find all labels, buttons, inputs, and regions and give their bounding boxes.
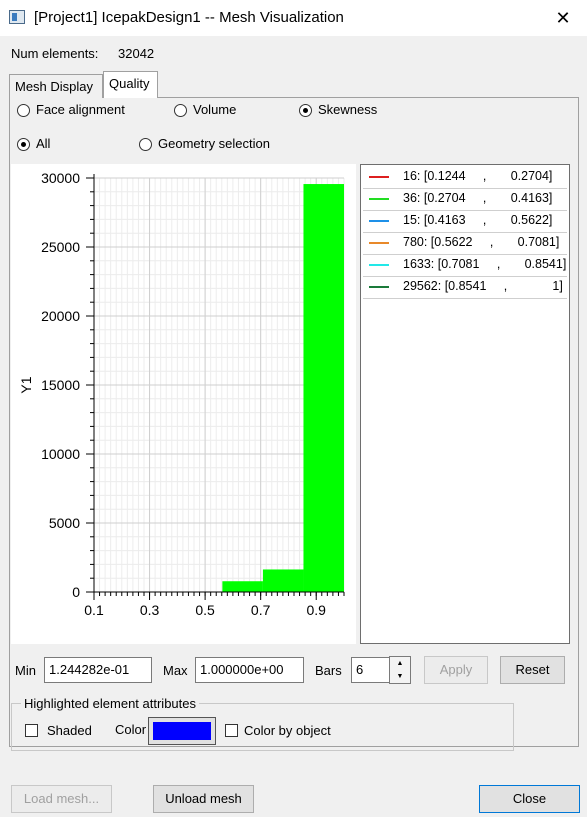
histogram-bar [222,581,263,592]
y-tick-label: 5000 [49,515,80,531]
legend-separator [363,232,567,233]
spin-up-icon[interactable]: ▲ [396,660,404,667]
legend-separator [363,254,567,255]
bars-input[interactable]: 6 [351,657,390,683]
volume-label: Volume [193,102,237,117]
x-tick-label: 0.1 [84,602,104,618]
shaded-checkbox[interactable] [25,724,38,737]
num-elements-value: 32042 [118,46,155,61]
close-button[interactable]: Close [479,785,580,813]
tab-quality-label: Quality [109,76,150,91]
x-tick-label: 0.9 [306,602,326,618]
max-input[interactable]: 1.000000e+00 [195,657,304,683]
min-input[interactable]: 1.244282e-01 [44,657,152,683]
title-bar: [Project1] IcepakDesign1 -- Mesh Visuali… [0,0,587,36]
legend-entry-label: 36: [0.2704 , 0.4163] [403,191,553,205]
y-axis-label: Y1 [18,376,34,393]
reset-button[interactable]: Reset [500,656,565,684]
histogram-plot-area: 0.1 0.3 0.5 0.7 0.9 0 5000 10000 15000 20000 25000… [11,164,356,644]
x-tick-label: 0.7 [251,602,271,618]
legend-line-icon [369,286,389,288]
skewness-label: Skewness [318,102,378,117]
y-tick-label: 25000 [41,239,80,255]
window-close-icon[interactable]: ✕ [555,8,571,28]
color-by-object-checkbox[interactable] [225,724,238,737]
skewness-histogram: 0.1 0.3 0.5 0.7 0.9 0 5000 10000 15000 20000 25000… [18,170,345,618]
highlight-groupbox [11,703,514,751]
geometry-selection-radio[interactable] [139,138,152,151]
unload-mesh-button[interactable]: Unload mesh [153,785,254,813]
legend-entry-label: 29562: [0.8541 , 1] [403,279,563,293]
legend-separator [363,210,567,211]
y-tick-label: 10000 [41,446,80,462]
histogram-bar [262,569,304,592]
legend-line-icon [369,176,389,178]
skewness-radio[interactable] [299,104,312,117]
legend-separator [363,276,567,277]
legend-line-icon [369,220,389,222]
spin-down-icon[interactable]: ▼ [396,673,404,680]
legend-entry-label: 16: [0.1244 , 0.2704] [403,169,553,183]
legend-entry: 15: [0.4163 , 0.5622] [363,211,567,232]
color-label: Color [115,722,147,737]
legend-line-icon [369,242,389,244]
tab-mesh-display[interactable]: Mesh Display [9,74,103,98]
legend-line-icon [369,198,389,200]
legend-entry-label: 780: [0.5622 , 0.7081] [403,235,560,249]
legend-line-icon [369,264,389,266]
legend-separator [363,298,567,299]
legend-entry-label: 15: [0.4163 , 0.5622] [403,213,553,227]
legend-entry-label: 1633: [0.7081 , 0.8541] [403,257,567,271]
histogram-legend: 16: [0.1244 , 0.2704] 36: [0.2704 , 0.416… [360,164,570,644]
all-label: All [36,136,51,151]
max-label: Max [163,663,188,678]
face-alignment-label: Face alignment [36,102,125,117]
load-mesh-button[interactable]: Load mesh... [11,785,112,813]
shaded-label: Shaded [47,723,92,738]
legend-entry: 1633: [0.7081 , 0.8541] [363,255,567,276]
bars-label: Bars [315,663,342,678]
legend-entry: 780: [0.5622 , 0.7081] [363,233,567,254]
tab-quality[interactable]: Quality [103,71,158,98]
tab-mesh-display-label: Mesh Display [15,79,94,94]
volume-radio[interactable] [174,104,187,117]
app-window-icon [9,10,25,24]
all-radio[interactable] [17,138,30,151]
color-by-object-label: Color by object [244,723,331,738]
num-elements-label: Num elements: [11,46,99,61]
y-tick-label: 30000 [41,170,80,186]
geometry-selection-label: Geometry selection [158,136,270,151]
legend-entry: 36: [0.2704 , 0.4163] [363,189,567,210]
y-tick-label: 15000 [41,377,80,393]
highlight-group-title: Highlighted element attributes [21,696,199,711]
histogram-bar [303,184,344,592]
x-tick-label: 0.3 [140,602,160,618]
legend-separator [363,188,567,189]
face-alignment-radio[interactable] [17,104,30,117]
color-swatch [153,722,211,740]
apply-button[interactable]: Apply [424,656,488,684]
bars-spinner[interactable]: ▲ ▼ [389,656,411,684]
min-label: Min [15,663,36,678]
y-tick-label: 20000 [41,308,80,324]
x-tick-label: 0.5 [195,602,215,618]
legend-entry: 29562: [0.8541 , 1] [363,277,567,298]
y-tick-label: 0 [72,584,80,600]
color-picker-button[interactable] [148,717,216,745]
legend-entry: 16: [0.1244 , 0.2704] [363,167,567,188]
window-title: [Project1] IcepakDesign1 -- Mesh Visuali… [34,9,344,26]
